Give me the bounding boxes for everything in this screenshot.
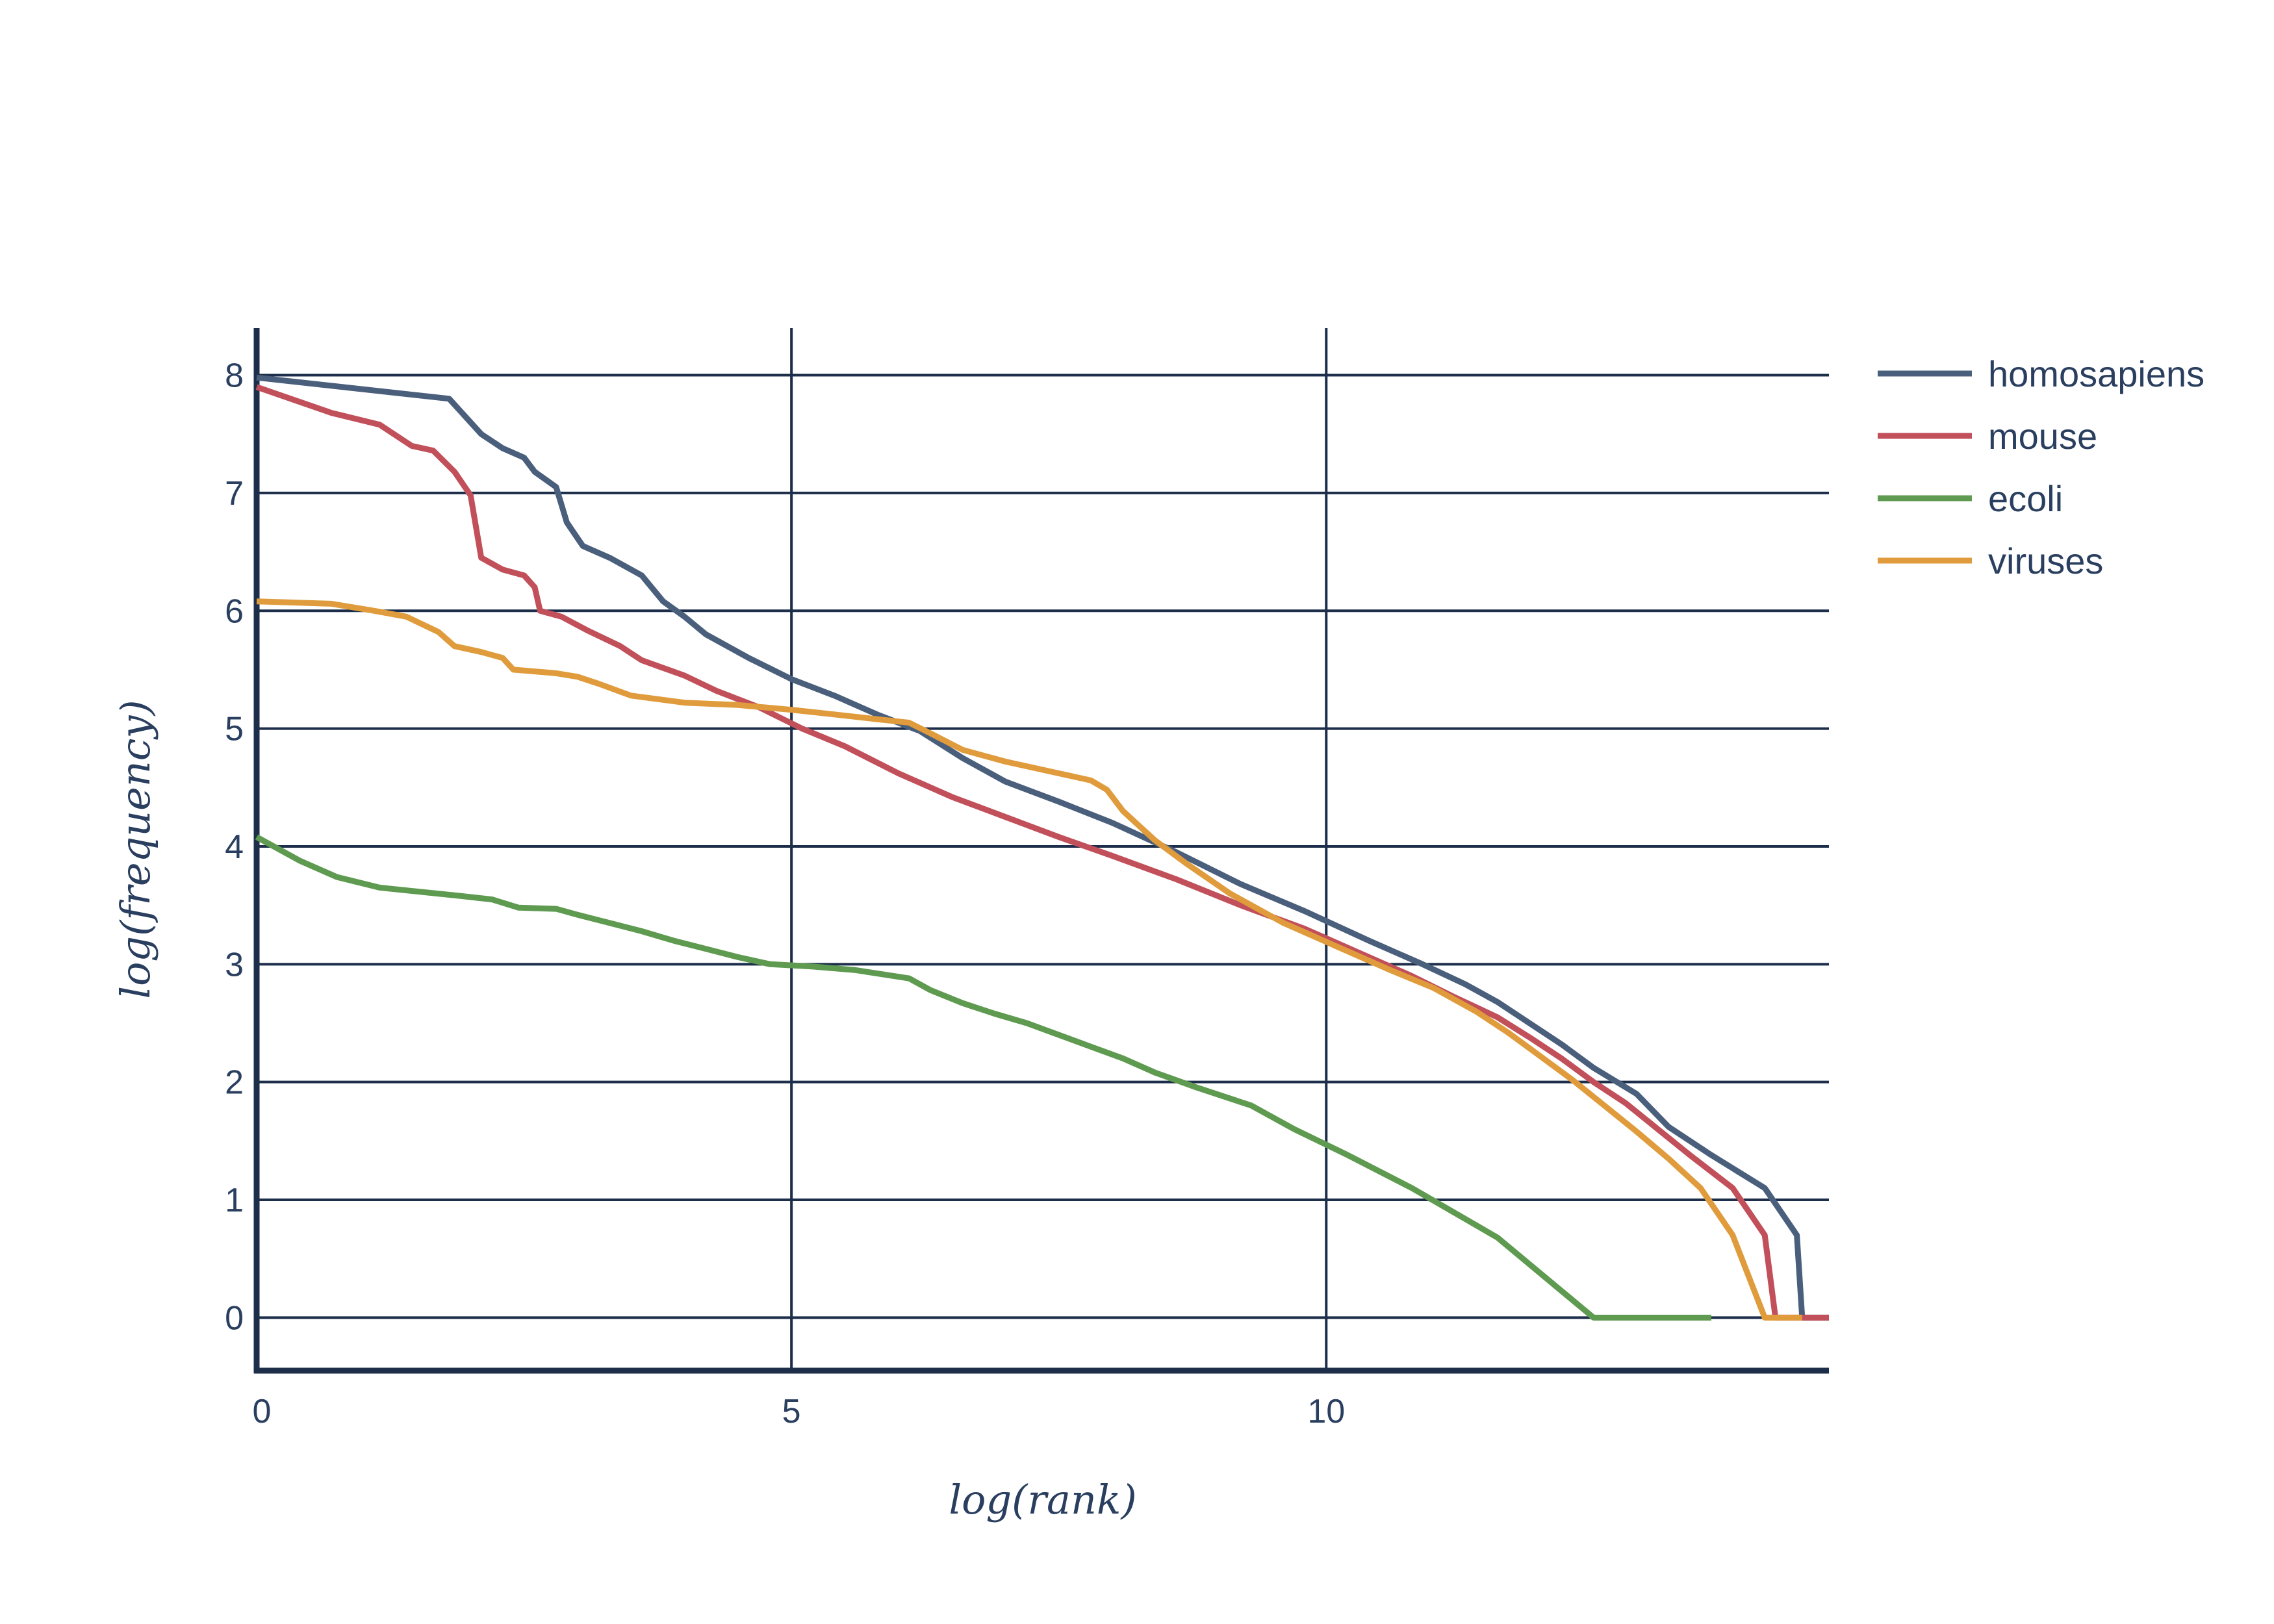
gridlines (257, 328, 1829, 1371)
legend-item: mouse (1878, 416, 2097, 457)
series-line-mouse (255, 384, 1829, 1321)
x-tick-label: 10 (1307, 1393, 1345, 1430)
y-tick-label: 6 (225, 592, 244, 630)
tick-labels: 0 1 2 3 4 5 6 7 8 0 5 10 (225, 357, 1345, 1430)
series-line-viruses (256, 598, 1802, 1321)
x-tick-label: 5 (782, 1393, 801, 1430)
y-tick-label: 2 (225, 1064, 244, 1102)
legend-label: mouse (1988, 416, 2097, 457)
y-tick-label: 0 (225, 1299, 244, 1337)
legend-item: homosapiens (1878, 353, 2204, 394)
y-tick-label: 7 (225, 475, 244, 513)
legend: homosapiens mouse ecoli viruses (1878, 353, 2204, 581)
legend-item: ecoli (1878, 478, 2063, 519)
y-tick-label: 5 (225, 711, 244, 748)
legend-item: viruses (1878, 540, 2103, 581)
y-tick-label: 4 (225, 828, 244, 866)
y-tick-label: 3 (225, 946, 244, 983)
x-axis-title: log(rank) (949, 1476, 1136, 1523)
legend-label: viruses (1988, 540, 2103, 581)
x-tick-label: 0 (253, 1393, 272, 1430)
legend-label: ecoli (1988, 478, 2063, 519)
legend-label: homosapiens (1988, 353, 2204, 394)
series-line-ecoli (255, 834, 1711, 1321)
series-line-homosapiens (256, 374, 1829, 1321)
axes (253, 328, 1829, 1374)
y-tick-label: 8 (225, 357, 244, 395)
y-axis-title: log(frequency) (112, 700, 159, 999)
series-lines (255, 374, 1829, 1321)
y-tick-label: 1 (225, 1182, 244, 1219)
